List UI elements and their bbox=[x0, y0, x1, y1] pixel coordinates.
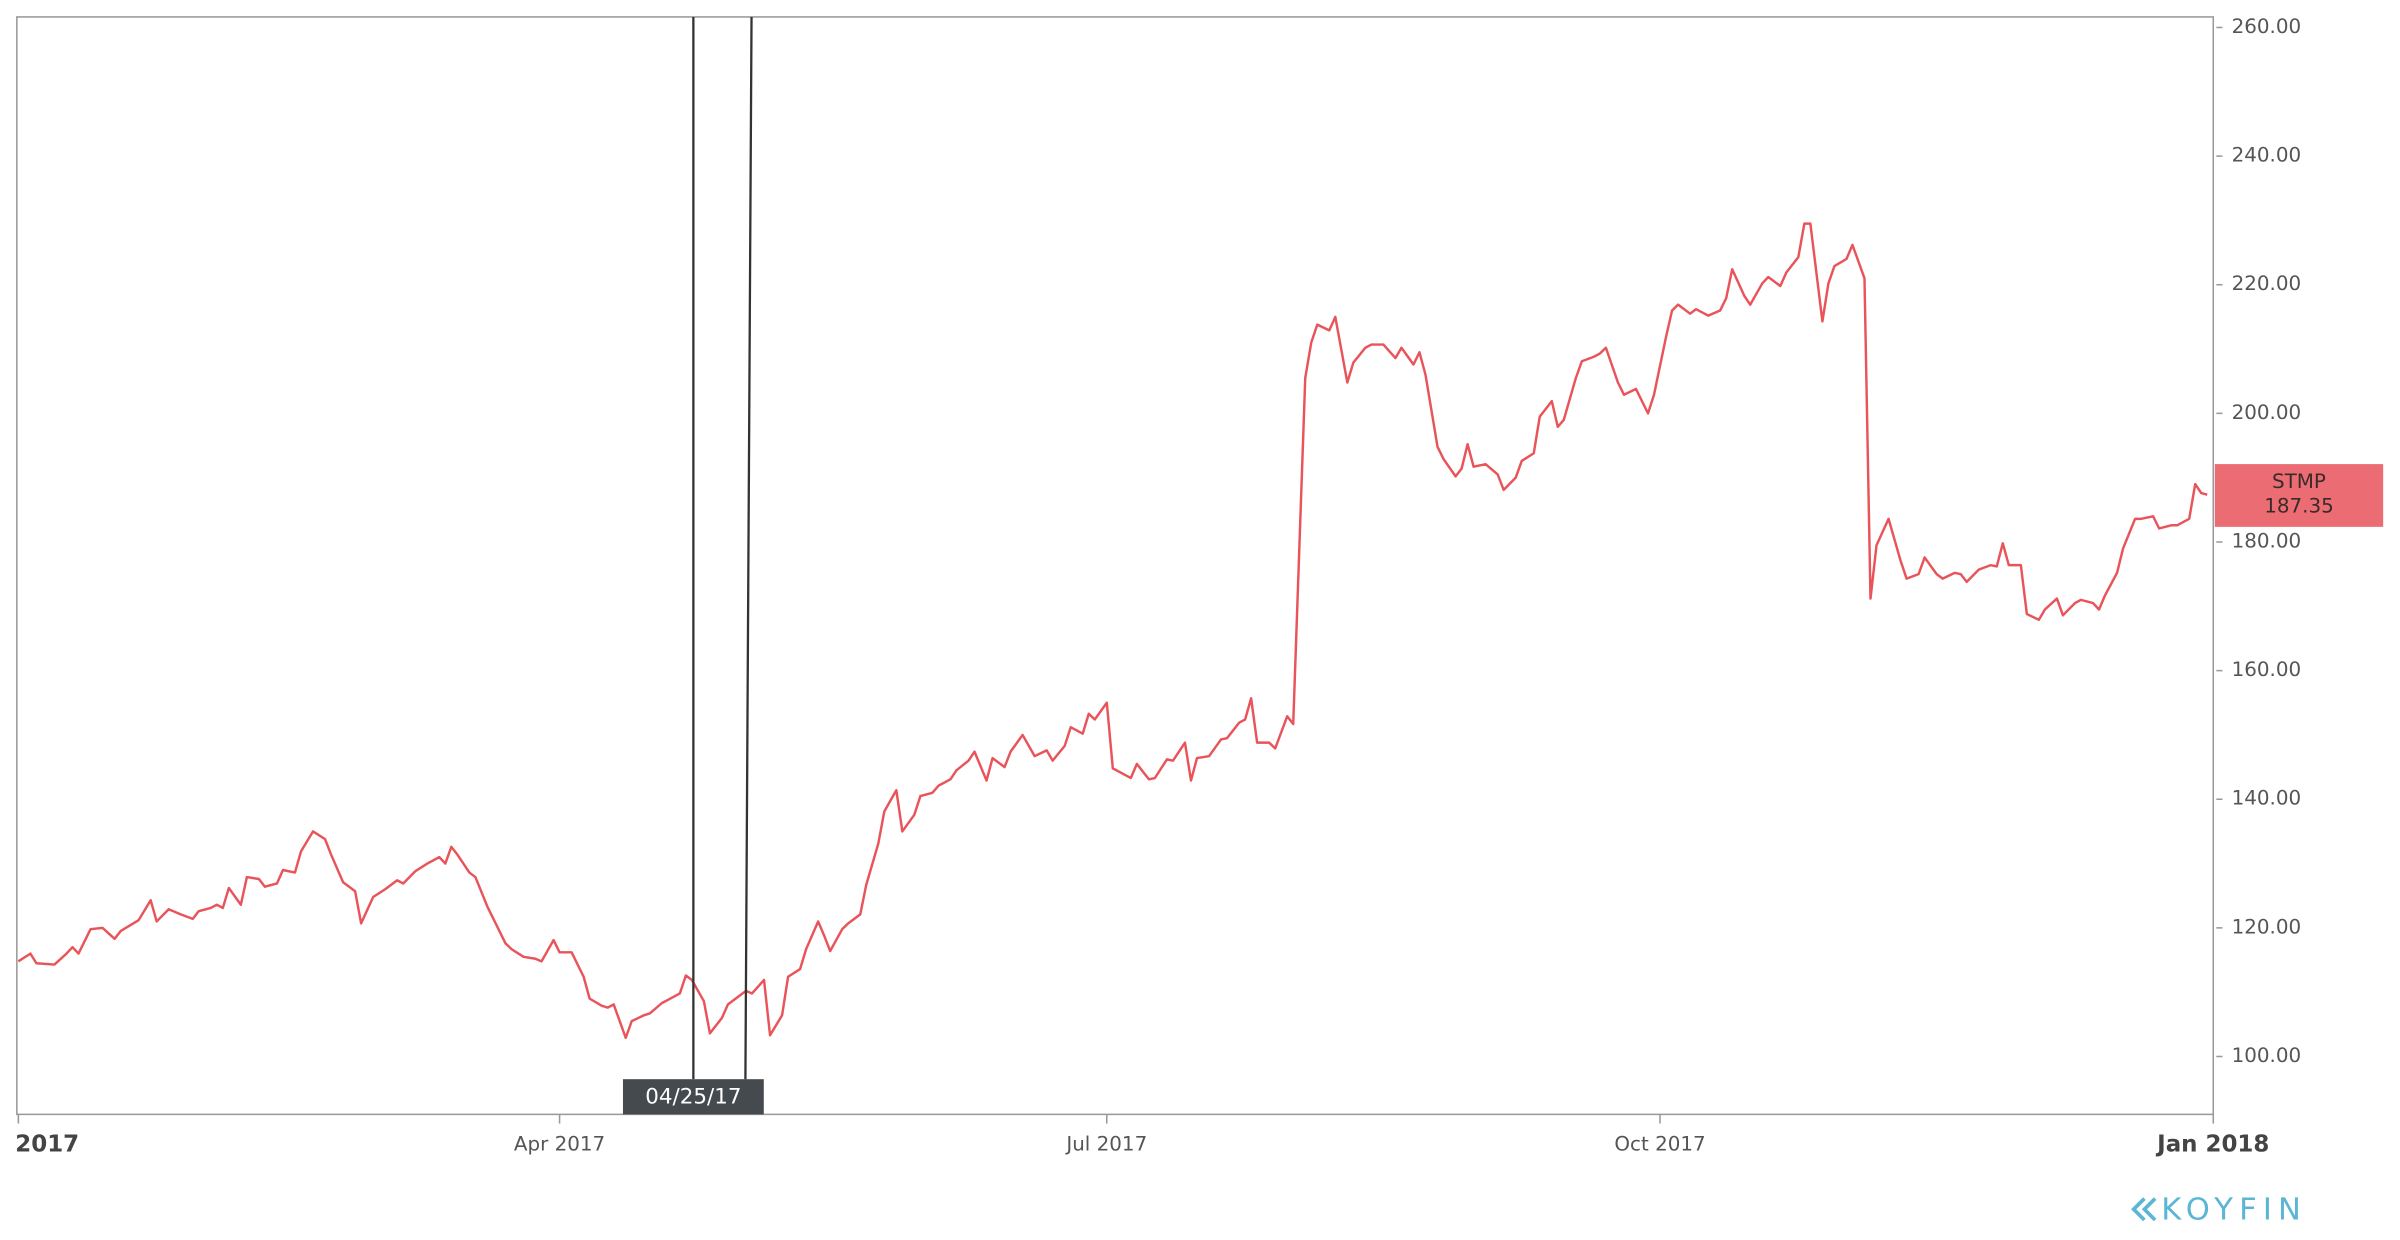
brand-logo: KOYFIN bbox=[2131, 1192, 2307, 1227]
y-tick-label: 260.00 bbox=[2232, 15, 2302, 38]
plot-frame bbox=[16, 16, 2215, 1116]
x-tick-label: Apr 2017 bbox=[514, 1133, 605, 1156]
y-tick-label: 240.00 bbox=[2232, 144, 2302, 167]
y-tick-label: 180.00 bbox=[2232, 529, 2302, 552]
brand-icon bbox=[2131, 1197, 2157, 1222]
crosshair-line bbox=[744, 16, 753, 1080]
y-tick-label: 160.00 bbox=[2232, 658, 2302, 681]
crosshair-label: 04/25/17 bbox=[645, 1085, 741, 1110]
x-tick-label: 2017 bbox=[15, 1132, 79, 1158]
y-tick-label: 100.00 bbox=[2232, 1044, 2302, 1067]
price-tag-value: 187.35 bbox=[2264, 494, 2334, 517]
y-tick-label: 220.00 bbox=[2232, 272, 2302, 295]
x-tick-label: Jan 2018 bbox=[2155, 1132, 2269, 1158]
brand-text: KOYFIN bbox=[2161, 1192, 2307, 1227]
x-tick-label: Jul 2017 bbox=[1064, 1133, 1147, 1156]
price-line bbox=[17, 222, 2208, 1040]
y-tick-label: 140.00 bbox=[2232, 787, 2302, 810]
y-tick-label: 200.00 bbox=[2232, 401, 2302, 424]
crosshair-label-box bbox=[622, 1079, 764, 1115]
y-tick-label: 120.00 bbox=[2232, 915, 2302, 938]
price-tag-name: STMP bbox=[2272, 470, 2326, 493]
x-tick-label: Oct 2017 bbox=[1614, 1133, 1705, 1156]
price-tag bbox=[2214, 464, 2384, 527]
